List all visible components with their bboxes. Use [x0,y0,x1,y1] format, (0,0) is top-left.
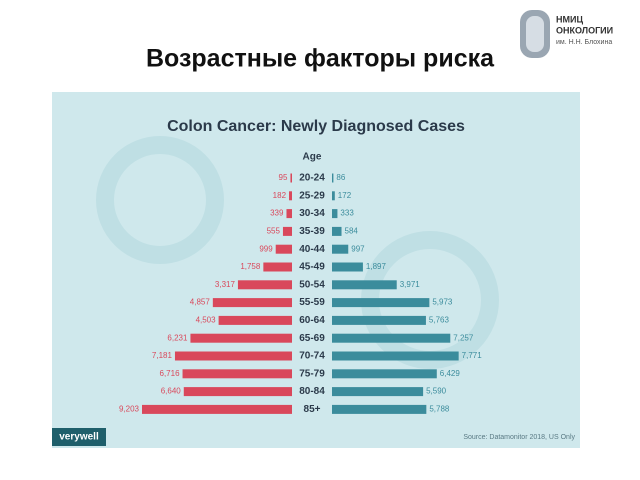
value-label: 6,640 [161,387,182,396]
logo-text: им. Н.Н. Блохина [556,39,612,46]
value-label: 7,181 [152,351,173,360]
bar [332,351,459,361]
value-label: 999 [259,244,273,253]
logo-icon-inner [526,16,544,52]
bar [263,262,292,272]
value-label: 95 [279,173,288,182]
category-label: 70-74 [299,351,325,362]
bar [212,298,292,308]
category-label: Age [303,152,322,163]
category-label: 60-64 [299,315,325,326]
bar [218,315,292,325]
bar [332,209,338,219]
bar [182,369,292,379]
value-label: 584 [345,227,359,236]
value-label: 4,503 [196,316,217,325]
category-label: 50-54 [299,279,325,290]
value-label: 339 [270,209,284,218]
value-label: 333 [340,209,354,218]
value-label: 172 [338,191,352,200]
value-label: 5,973 [432,298,453,307]
logo-text: НМИЦ [556,14,583,24]
category-label: 75-79 [299,368,325,379]
bar [332,226,342,236]
value-label: 1,897 [366,262,387,271]
value-label: 5,590 [426,387,447,396]
bar [237,280,292,290]
bar [332,404,427,414]
brand: verywell [59,432,99,443]
bar [286,209,292,219]
value-label: 4,857 [190,298,211,307]
slide-title: Возрастные факторы риска [146,45,495,73]
category-label: 30-34 [299,208,325,219]
category-label: 35-39 [299,226,325,237]
value-label: 6,231 [167,333,188,342]
value-label: 6,429 [440,369,461,378]
value-label: 7,257 [453,333,474,342]
value-label: 7,771 [462,351,483,360]
bar [332,333,451,343]
source: Source: Datamonitor 2018, US Only [463,434,575,441]
bar [190,333,292,343]
female-symbol [96,136,224,264]
brand-badge [52,428,106,446]
chart-title: Colon Cancer: Newly Diagnosed Cases [167,118,465,135]
value-label: 997 [351,244,365,253]
value-label: 86 [336,173,345,182]
category-label: 40-44 [299,244,325,255]
category-label: 55-59 [299,297,325,308]
value-label: 3,317 [215,280,236,289]
value-label: 555 [267,227,281,236]
value-label: 5,788 [429,405,450,414]
category-label: 80-84 [299,386,325,397]
bar [183,387,292,397]
value-label: 3,971 [400,280,421,289]
bar [275,244,292,254]
category-label: 25-29 [299,190,325,201]
bar [332,244,349,254]
bar [289,191,292,201]
bar [332,191,335,201]
logo: НМИЦ ОНКОЛОГИИ им. Н.Н. Блохина [520,10,613,58]
value-label: 1,758 [240,262,261,271]
bar [332,298,430,308]
bar [332,369,437,379]
bar [332,173,334,183]
bar [332,280,397,290]
bar [142,404,292,414]
value-label: 182 [273,191,287,200]
category-label: 20-24 [299,173,325,184]
bar [174,351,292,361]
category-label: 45-49 [299,262,325,273]
category-label: 65-69 [299,333,325,344]
bar [332,315,426,325]
bar [332,262,363,272]
bar [332,387,424,397]
value-label: 6,716 [160,369,181,378]
value-label: 9,203 [119,405,140,414]
bar [282,226,292,236]
category-label: 85+ [304,404,321,415]
logo-text: ОНКОЛОГИИ [556,25,613,35]
bar [290,173,292,183]
value-label: 5,763 [429,316,450,325]
